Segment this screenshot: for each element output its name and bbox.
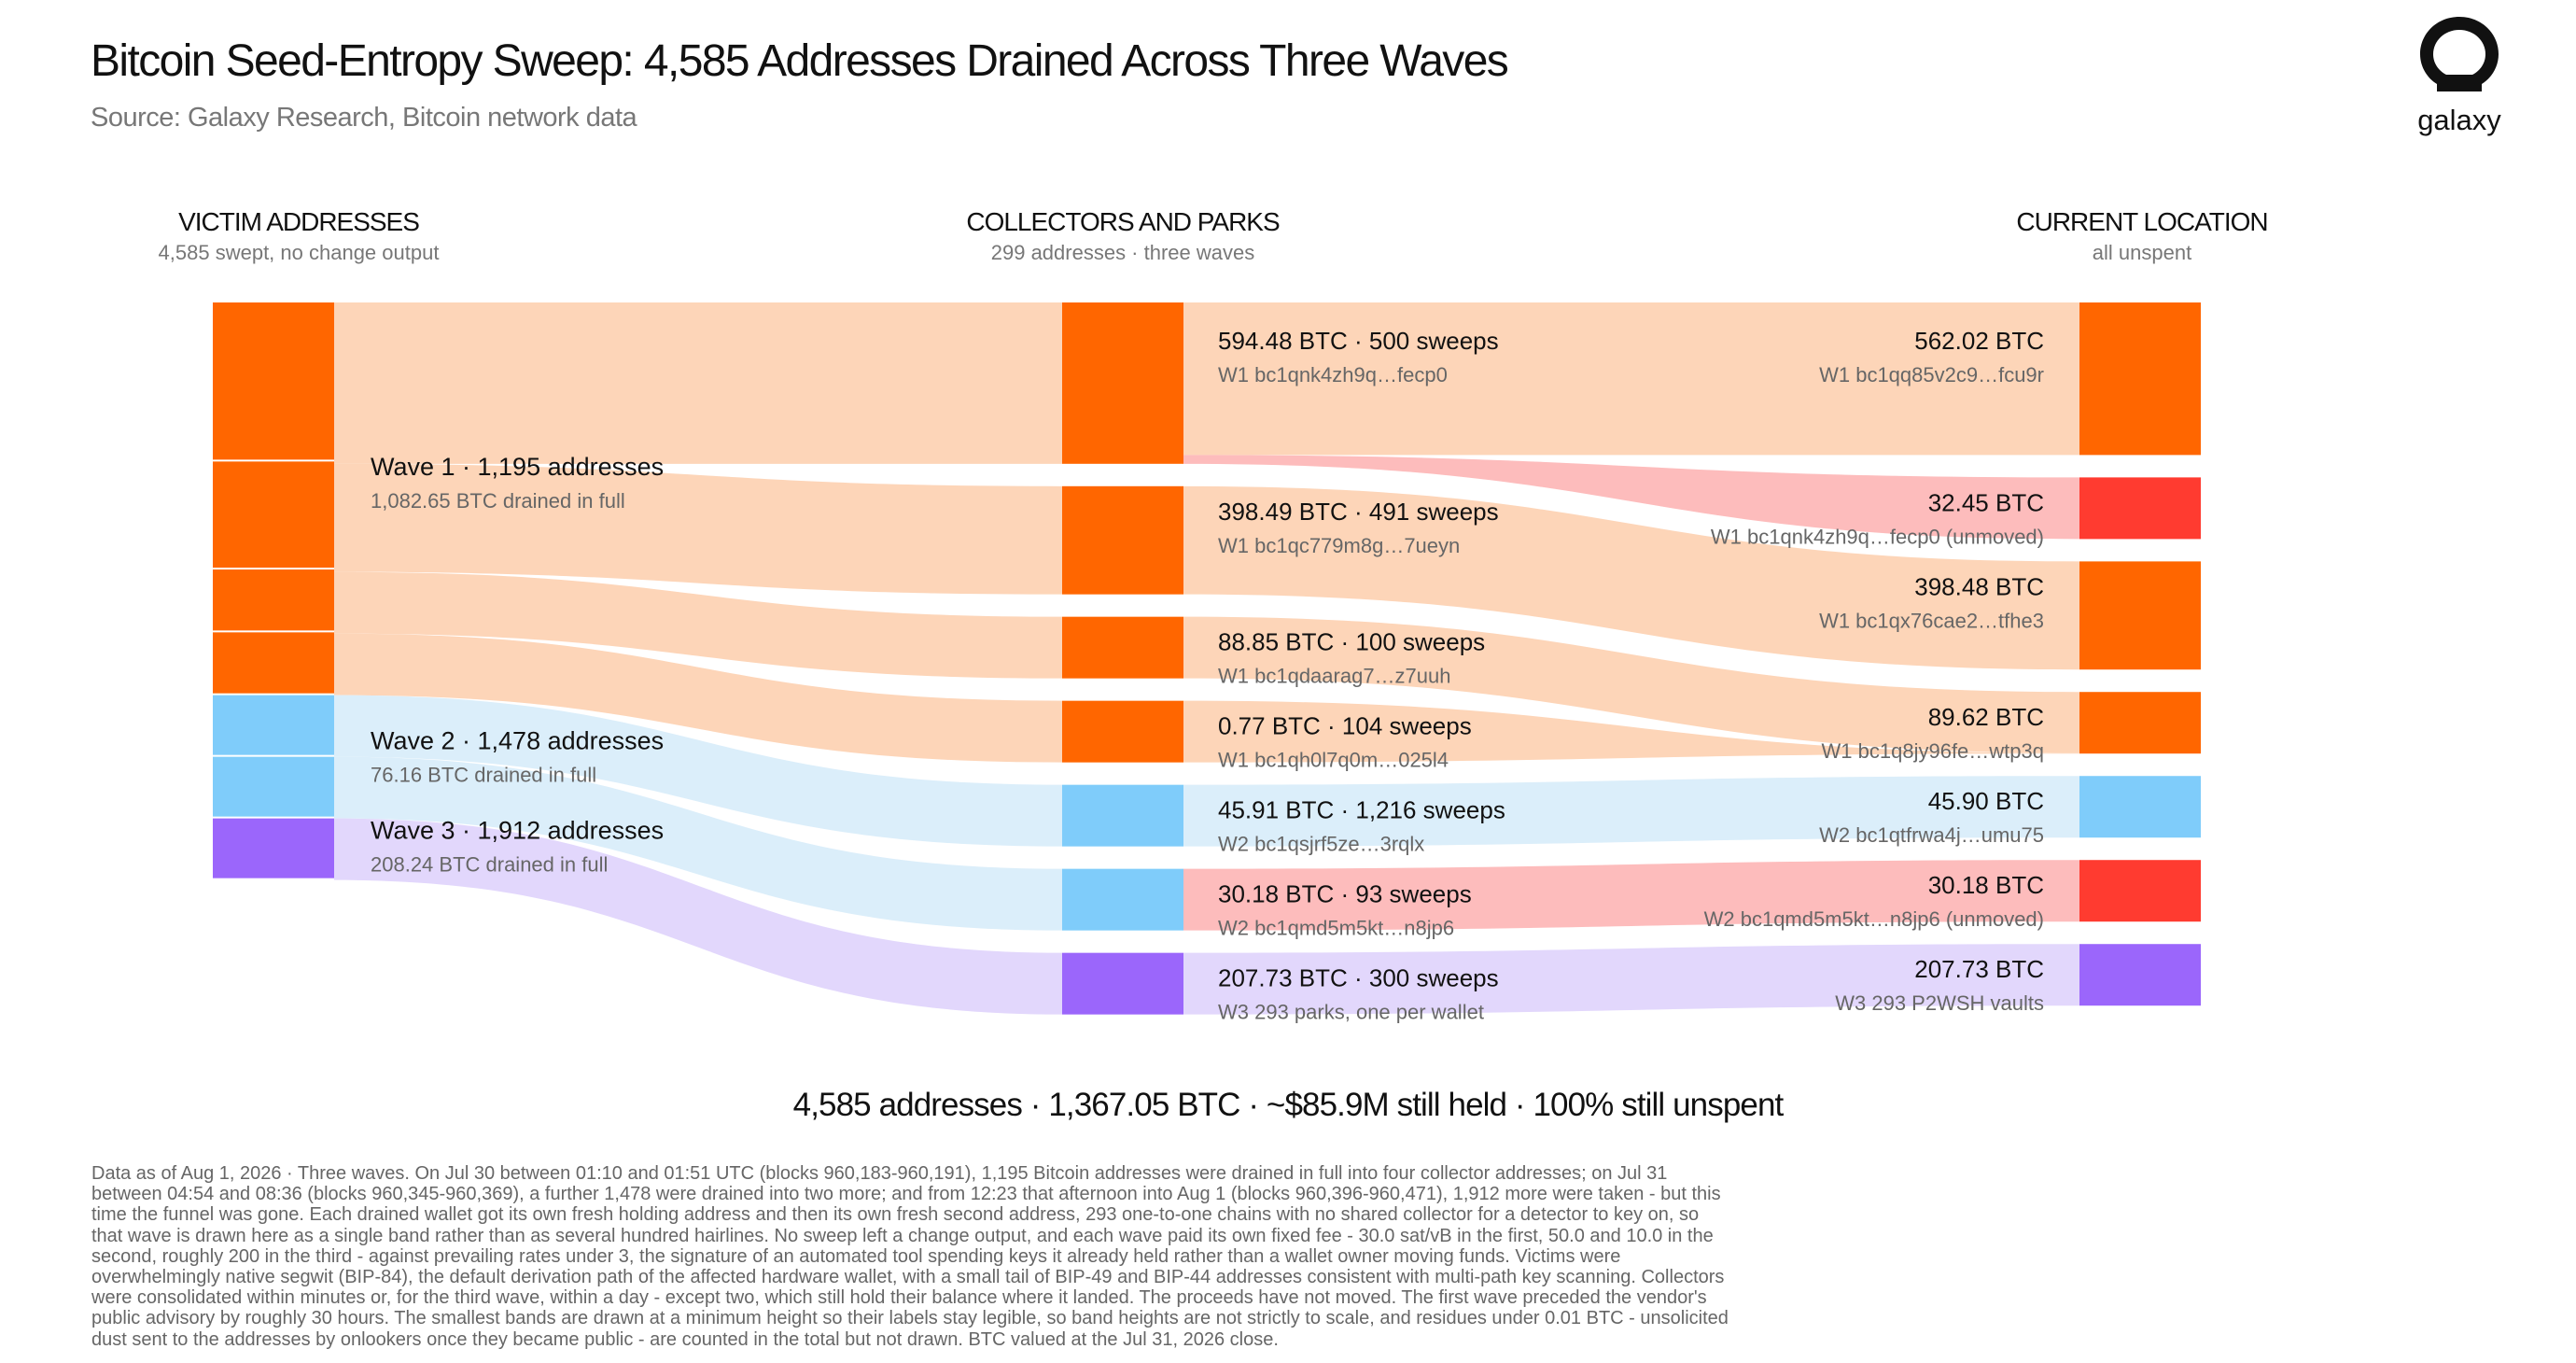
victim-node (213, 695, 334, 755)
footnote: Data as of Aug 1, 2026 · Three waves. On… (91, 1163, 1729, 1350)
destination-address: W1 bc1qnk4zh9q…fecp0 (unmoved) (1711, 525, 2044, 548)
wave-label: Wave 3 · 1,912 addresses (371, 817, 664, 845)
collector-address: W1 bc1qdaarag7…z7uuh (1218, 665, 1451, 688)
wave-label: Wave 1 · 1,195 addresses (371, 453, 664, 481)
destination-address: W3 293 P2WSH vaults (1835, 991, 2044, 1015)
wave-detail: 1,082.65 BTC drained in full (371, 489, 625, 513)
destination-label: 207.73 BTC (1914, 955, 2044, 983)
collector-node (1062, 952, 1183, 1015)
collector-label: 88.85 BTC · 100 sweeps (1218, 628, 1485, 656)
collector-label: 30.18 BTC · 93 sweeps (1218, 880, 1472, 908)
destination-label: 562.02 BTC (1914, 327, 2044, 355)
flow-victims-to-collector (334, 756, 1062, 931)
column-header-destinations: CURRENT LOCATION all unspent (1853, 207, 2431, 265)
destination-address: W1 bc1qq85v2c9…fcu9r (1819, 363, 2044, 386)
victim-node (213, 461, 334, 569)
destination-node (2079, 776, 2201, 838)
collector-address: W1 bc1qc779m8g…7ueyn (1218, 534, 1460, 557)
destination-label: 32.45 BTC (1928, 488, 2044, 516)
flow-victims-to-collector (334, 302, 1062, 464)
flow-collector-to-destination (1183, 860, 2079, 931)
flow-collector-to-destination (1183, 700, 2079, 763)
summary-line: 4,585 addresses · 1,367.05 BTC · ~$85.9M… (792, 1087, 1785, 1123)
collector-node (1062, 616, 1183, 679)
destination-node (2079, 561, 2201, 670)
collector-label: 207.73 BTC · 300 sweeps (1218, 964, 1499, 992)
collector-node (1062, 700, 1183, 763)
destination-node (2079, 477, 2201, 540)
column-subtitle-destinations: all unspent (2092, 241, 2192, 264)
victim-node (213, 302, 334, 460)
victim-node (213, 818, 334, 878)
wave-detail: 208.24 BTC drained in full (371, 853, 608, 877)
collector-address: W1 bc1qh0l7q0m…025l4 (1218, 749, 1449, 772)
column-header-victims: VICTIM ADDRESSES 4,585 swept, no change … (9, 207, 588, 265)
flow-collector-to-destination (1183, 455, 2079, 540)
column-subtitle-victims: 4,585 swept, no change output (158, 241, 440, 264)
destination-label: 30.18 BTC (1928, 871, 2044, 899)
collector-address: W2 bc1qsjrf5ze…3rqlx (1218, 833, 1424, 856)
wave-detail: 76.16 BTC drained in full (371, 764, 596, 787)
flow-victims-to-collector (334, 463, 1062, 595)
destination-label: 398.48 BTC (1914, 572, 2044, 600)
collector-node (1062, 868, 1183, 931)
column-title-victims: VICTIM ADDRESSES (178, 207, 420, 236)
destination-address: W2 bc1qtfrwa4j…umu75 (1819, 823, 2044, 847)
destination-label: 45.90 BTC (1928, 787, 2044, 815)
collector-label: 398.49 BTC · 491 sweeps (1218, 498, 1499, 526)
collector-address: W1 bc1qnk4zh9q…fecp0 (1218, 363, 1448, 386)
column-header-collectors: COLLECTORS AND PARKS 299 addresses · thr… (833, 207, 1412, 265)
chart-title: Bitcoin Seed-Entropy Sweep: 4,585 Addres… (91, 36, 1509, 86)
destination-address: W1 bc1q8jy96fe…wtp3q (1822, 739, 2044, 763)
collector-address: W3 293 parks, one per wallet (1218, 1001, 1484, 1024)
chart-subtitle: Source: Galaxy Research, Bitcoin network… (91, 103, 637, 133)
victim-node (213, 756, 334, 817)
flow-collector-to-destination (1183, 944, 2079, 1015)
destination-node (2079, 860, 2201, 922)
flow-collector-to-destination (1183, 776, 2079, 847)
galaxy-logo: galaxy (2408, 13, 2511, 137)
collector-node (1062, 784, 1183, 847)
galaxy-logo-text: galaxy (2417, 104, 2501, 136)
collector-address: W2 bc1qmd5m5kt…n8jp6 (1218, 917, 1454, 940)
destination-address: W1 bc1qx76cae2…tfhe3 (1819, 609, 2044, 632)
flow-victims-to-collector (334, 571, 1062, 679)
destination-node (2079, 692, 2201, 754)
flow-victims-to-collector (334, 818, 1062, 1015)
flow-victims-to-collector (334, 633, 1062, 763)
wave-label: Wave 2 · 1,478 addresses (371, 727, 664, 755)
destination-node (2079, 302, 2201, 456)
flow-victims-to-collector (334, 695, 1062, 847)
destination-node (2079, 944, 2201, 1006)
column-title-collectors: COLLECTORS AND PARKS (966, 207, 1280, 236)
victim-node (213, 569, 334, 631)
collector-label: 0.77 BTC · 104 sweeps (1218, 712, 1472, 740)
collector-node (1062, 485, 1183, 595)
destination-label: 89.62 BTC (1928, 703, 2044, 731)
collector-label: 45.91 BTC · 1,216 sweeps (1218, 796, 1505, 824)
collector-node (1062, 302, 1183, 464)
column-title-destinations: CURRENT LOCATION (2016, 207, 2268, 236)
destination-address: W2 bc1qmd5m5kt…n8jp6 (unmoved) (1704, 907, 2044, 931)
flow-collector-to-destination (1183, 302, 2079, 456)
galaxy-logo-icon (2420, 17, 2499, 91)
victim-node (213, 632, 334, 694)
flow-collector-to-destination (1183, 485, 2079, 670)
column-subtitle-collectors: 299 addresses · three waves (990, 241, 1255, 264)
flow-collector-to-destination (1183, 616, 2079, 753)
collector-label: 594.48 BTC · 500 sweeps (1218, 327, 1499, 355)
sankey-chart: Wave 1 · 1,195 addresses 1,082.65 BTC dra… (213, 302, 2201, 1024)
